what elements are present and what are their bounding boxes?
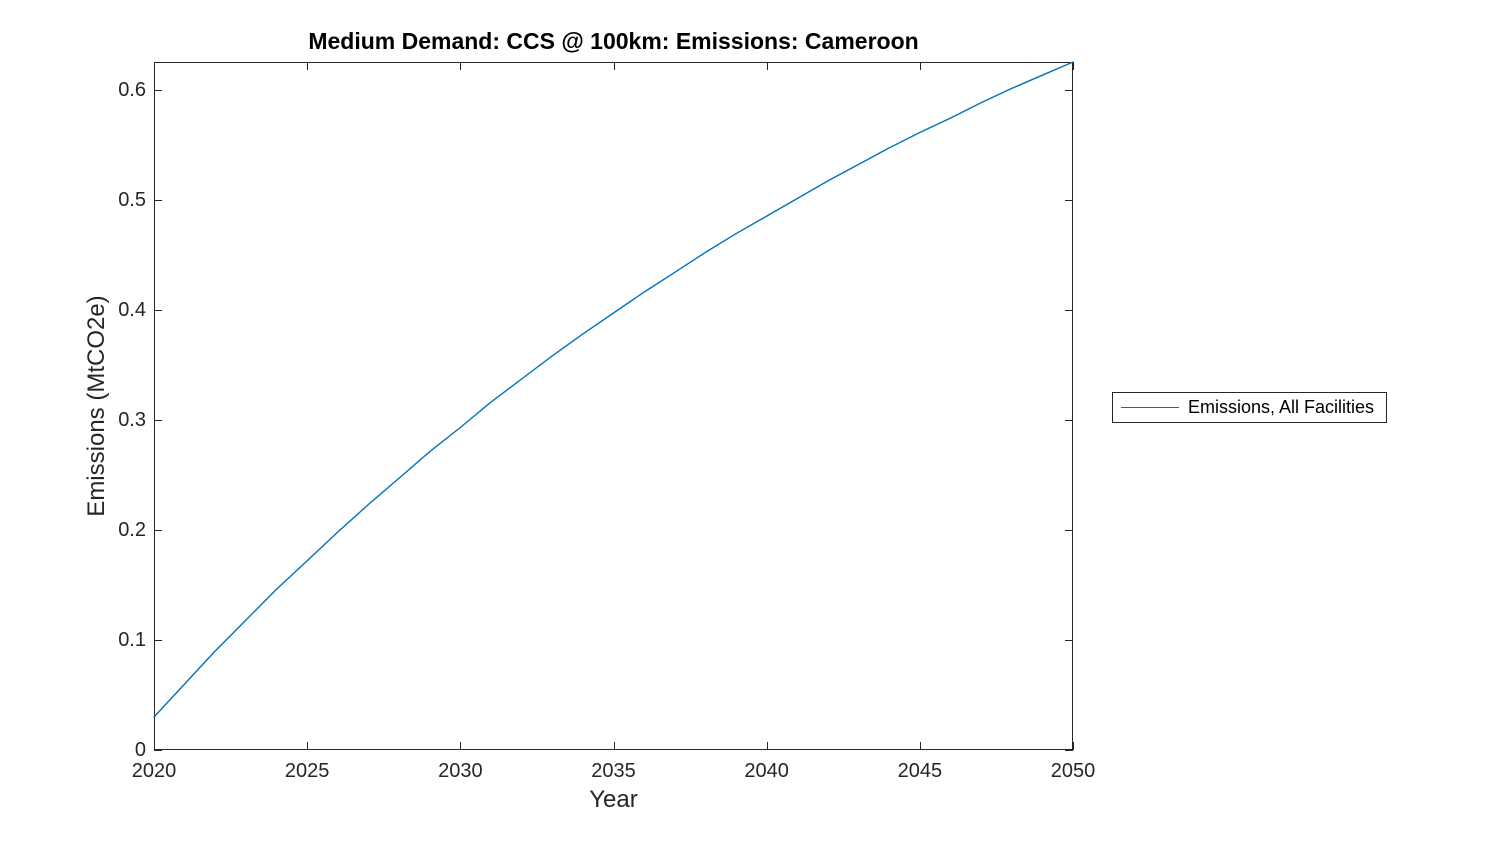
x-axis-label: Year xyxy=(589,786,638,813)
y-tick-label: 0.6 xyxy=(118,78,146,101)
chart-title: Medium Demand: CCS @ 100km: Emissions: C… xyxy=(308,28,919,54)
y-tick-label: 0.1 xyxy=(118,628,146,651)
x-tick-label: 2050 xyxy=(1050,760,1096,782)
y-tick-label: 0.4 xyxy=(118,298,146,321)
x-tick-label: 2040 xyxy=(744,760,789,782)
legend-line-sample-icon xyxy=(1121,407,1179,408)
y-tick-label: 0 xyxy=(134,739,146,761)
y-tick-label: 0.5 xyxy=(118,188,146,211)
plot-box xyxy=(154,62,1073,750)
y-axis-label: Emissions (MtCO2e) xyxy=(83,295,110,517)
y-tick-label: 0.2 xyxy=(118,518,146,541)
legend-entry-label: Emissions, All Facilities xyxy=(1188,397,1375,417)
legend: Emissions, All Facilities xyxy=(1112,392,1387,423)
x-tick-label: 2030 xyxy=(438,760,483,782)
y-tick-label: 0.3 xyxy=(118,408,146,431)
x-tick-label: 2020 xyxy=(131,760,177,782)
emissions-line xyxy=(153,61,1074,718)
x-tick-label: 2025 xyxy=(284,760,330,782)
x-tick-label: 2035 xyxy=(591,760,636,782)
x-tick-label: 2045 xyxy=(897,760,943,782)
